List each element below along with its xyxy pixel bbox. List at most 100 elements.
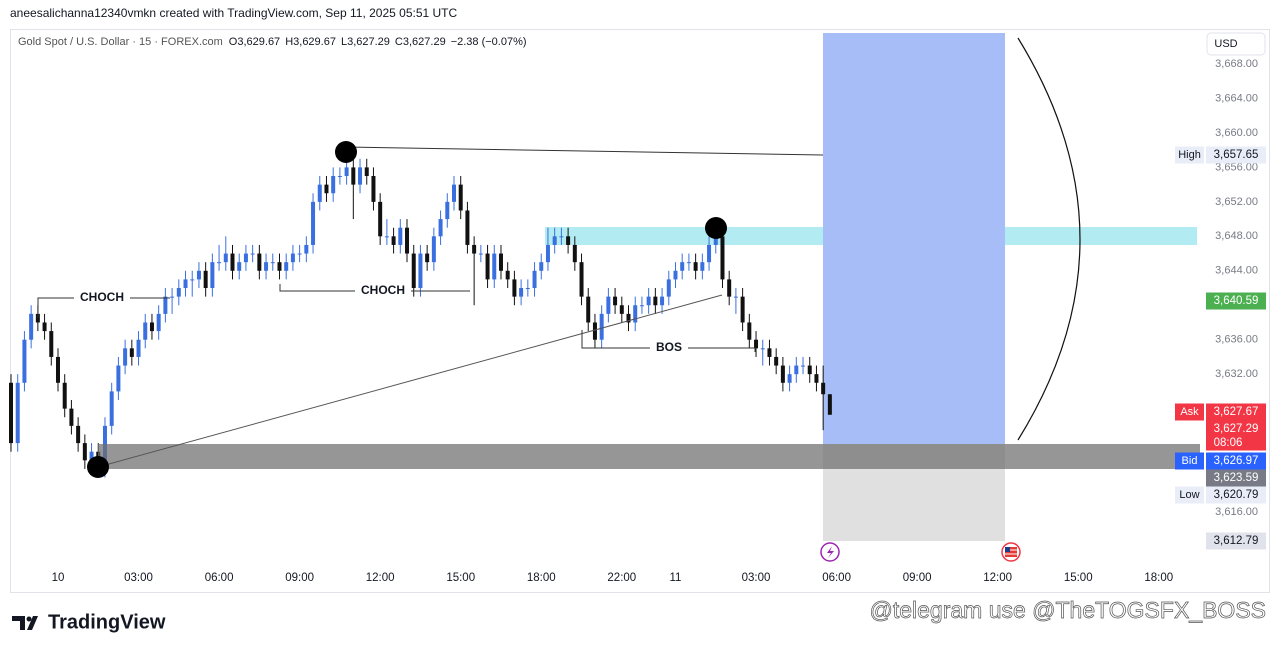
candle-body xyxy=(9,382,14,444)
candle-body xyxy=(230,253,235,271)
label-bg xyxy=(74,290,130,306)
candle-body xyxy=(143,322,148,340)
price-label-name: Low xyxy=(1179,489,1199,501)
x-tick-label: 03:00 xyxy=(742,572,771,584)
price-label-box xyxy=(1206,403,1266,421)
x-tick-label: 06:00 xyxy=(205,572,234,584)
countdown: 08:06 xyxy=(1214,437,1243,449)
candle-body xyxy=(713,236,718,245)
legend: Gold Spot / U.S. Dollar · 15 · FOREX.com… xyxy=(18,36,527,48)
candle-body xyxy=(49,331,54,357)
candle-body xyxy=(176,288,181,297)
legend-key: L xyxy=(341,36,347,48)
candle-body xyxy=(680,262,685,271)
candle-body xyxy=(15,382,20,444)
candle-body xyxy=(552,236,557,245)
candle-body xyxy=(431,236,436,263)
candle-body xyxy=(693,262,698,271)
candle-body xyxy=(451,184,456,202)
candle-body xyxy=(35,313,40,323)
price-label: 3,623.59 xyxy=(1214,472,1259,484)
y-tick-label: 3,632.00 xyxy=(1215,368,1258,380)
candle-body xyxy=(754,339,759,349)
candle-body xyxy=(780,365,785,383)
candle-body xyxy=(156,313,161,332)
pivot-marker xyxy=(705,217,727,239)
candle-body xyxy=(660,296,665,306)
candle-body xyxy=(814,374,819,383)
price-label-name: Bid xyxy=(1182,455,1198,467)
candle-body xyxy=(210,262,215,289)
candle-body xyxy=(807,365,812,375)
flag xyxy=(1005,547,1017,557)
candle-body xyxy=(458,184,463,211)
x-tick-label: 18:00 xyxy=(1144,572,1173,584)
price-label-box xyxy=(1206,292,1266,310)
logo: TradingView xyxy=(12,611,166,633)
candle-body xyxy=(243,253,248,263)
candle-body xyxy=(82,443,87,461)
currency[interactable]: USD xyxy=(1214,38,1237,50)
candle-body xyxy=(613,296,618,306)
candle-body xyxy=(405,227,410,254)
candle-body xyxy=(411,253,416,289)
demand-zone xyxy=(98,444,1200,469)
y-tick-label: 3,616.00 xyxy=(1215,506,1258,518)
y-tick-label: 3,644.00 xyxy=(1215,265,1258,277)
candle-body xyxy=(801,365,806,367)
candle-body xyxy=(297,253,302,255)
candle-body xyxy=(639,305,644,307)
candle-body xyxy=(465,210,470,245)
drawings xyxy=(545,33,1197,541)
y-tick-label: 3,652.00 xyxy=(1215,196,1258,208)
candle-body xyxy=(472,244,477,254)
candle-body xyxy=(505,270,510,280)
y-tick-label: 3,656.00 xyxy=(1215,161,1258,173)
price-label-box xyxy=(1206,532,1266,550)
legend-key: H xyxy=(285,36,293,48)
y-tick-label: 3,668.00 xyxy=(1215,58,1258,70)
candle-body xyxy=(545,244,550,263)
legend-value: 3,627.29 xyxy=(403,36,446,48)
y-tick-label: 3,648.00 xyxy=(1215,230,1258,242)
candle-body xyxy=(304,244,309,254)
candle-body xyxy=(626,313,631,323)
x-tick-label: 06:00 xyxy=(822,572,851,584)
price-label-box xyxy=(1206,486,1266,504)
candle-body xyxy=(190,279,195,281)
price-label: 3,620.79 xyxy=(1214,489,1259,501)
candle-body xyxy=(539,262,544,271)
candle-body xyxy=(572,244,577,263)
chart-frame xyxy=(10,29,1270,593)
candle-body xyxy=(492,253,497,280)
candle-body xyxy=(633,305,638,323)
arc-drawing xyxy=(1017,37,1081,441)
price-label: 3,627.29 xyxy=(1214,423,1259,435)
trend-line xyxy=(97,294,723,468)
price-label-name-box xyxy=(1175,486,1204,504)
price-label-name-box xyxy=(1175,403,1204,421)
price-label-box xyxy=(1206,146,1266,164)
candle-body xyxy=(264,262,269,271)
candle-body xyxy=(163,296,168,314)
y-tick-label: 3,660.00 xyxy=(1215,127,1258,139)
price-label: 3,640.59 xyxy=(1214,295,1259,307)
price-label-box xyxy=(1206,452,1266,470)
price-label: 3,627.67 xyxy=(1214,406,1259,418)
candle-body xyxy=(22,339,27,383)
candle-body xyxy=(438,219,443,237)
candle-body xyxy=(787,374,792,383)
candle-body xyxy=(586,296,591,323)
candle-body xyxy=(223,253,228,263)
x-tick-label: 10 xyxy=(52,572,65,584)
x-tick-label: 15:00 xyxy=(1064,572,1093,584)
candle-body xyxy=(512,279,517,297)
price-label: 3,657.65 xyxy=(1214,149,1259,161)
legend-symbol: Gold Spot / U.S. Dollar · 15 · FOREX.com xyxy=(18,36,223,48)
candle-body xyxy=(317,184,322,202)
x-tick-label: 03:00 xyxy=(124,572,153,584)
currency-button[interactable] xyxy=(1206,32,1266,56)
flag-canton xyxy=(1005,547,1010,552)
candle-body xyxy=(525,288,530,290)
